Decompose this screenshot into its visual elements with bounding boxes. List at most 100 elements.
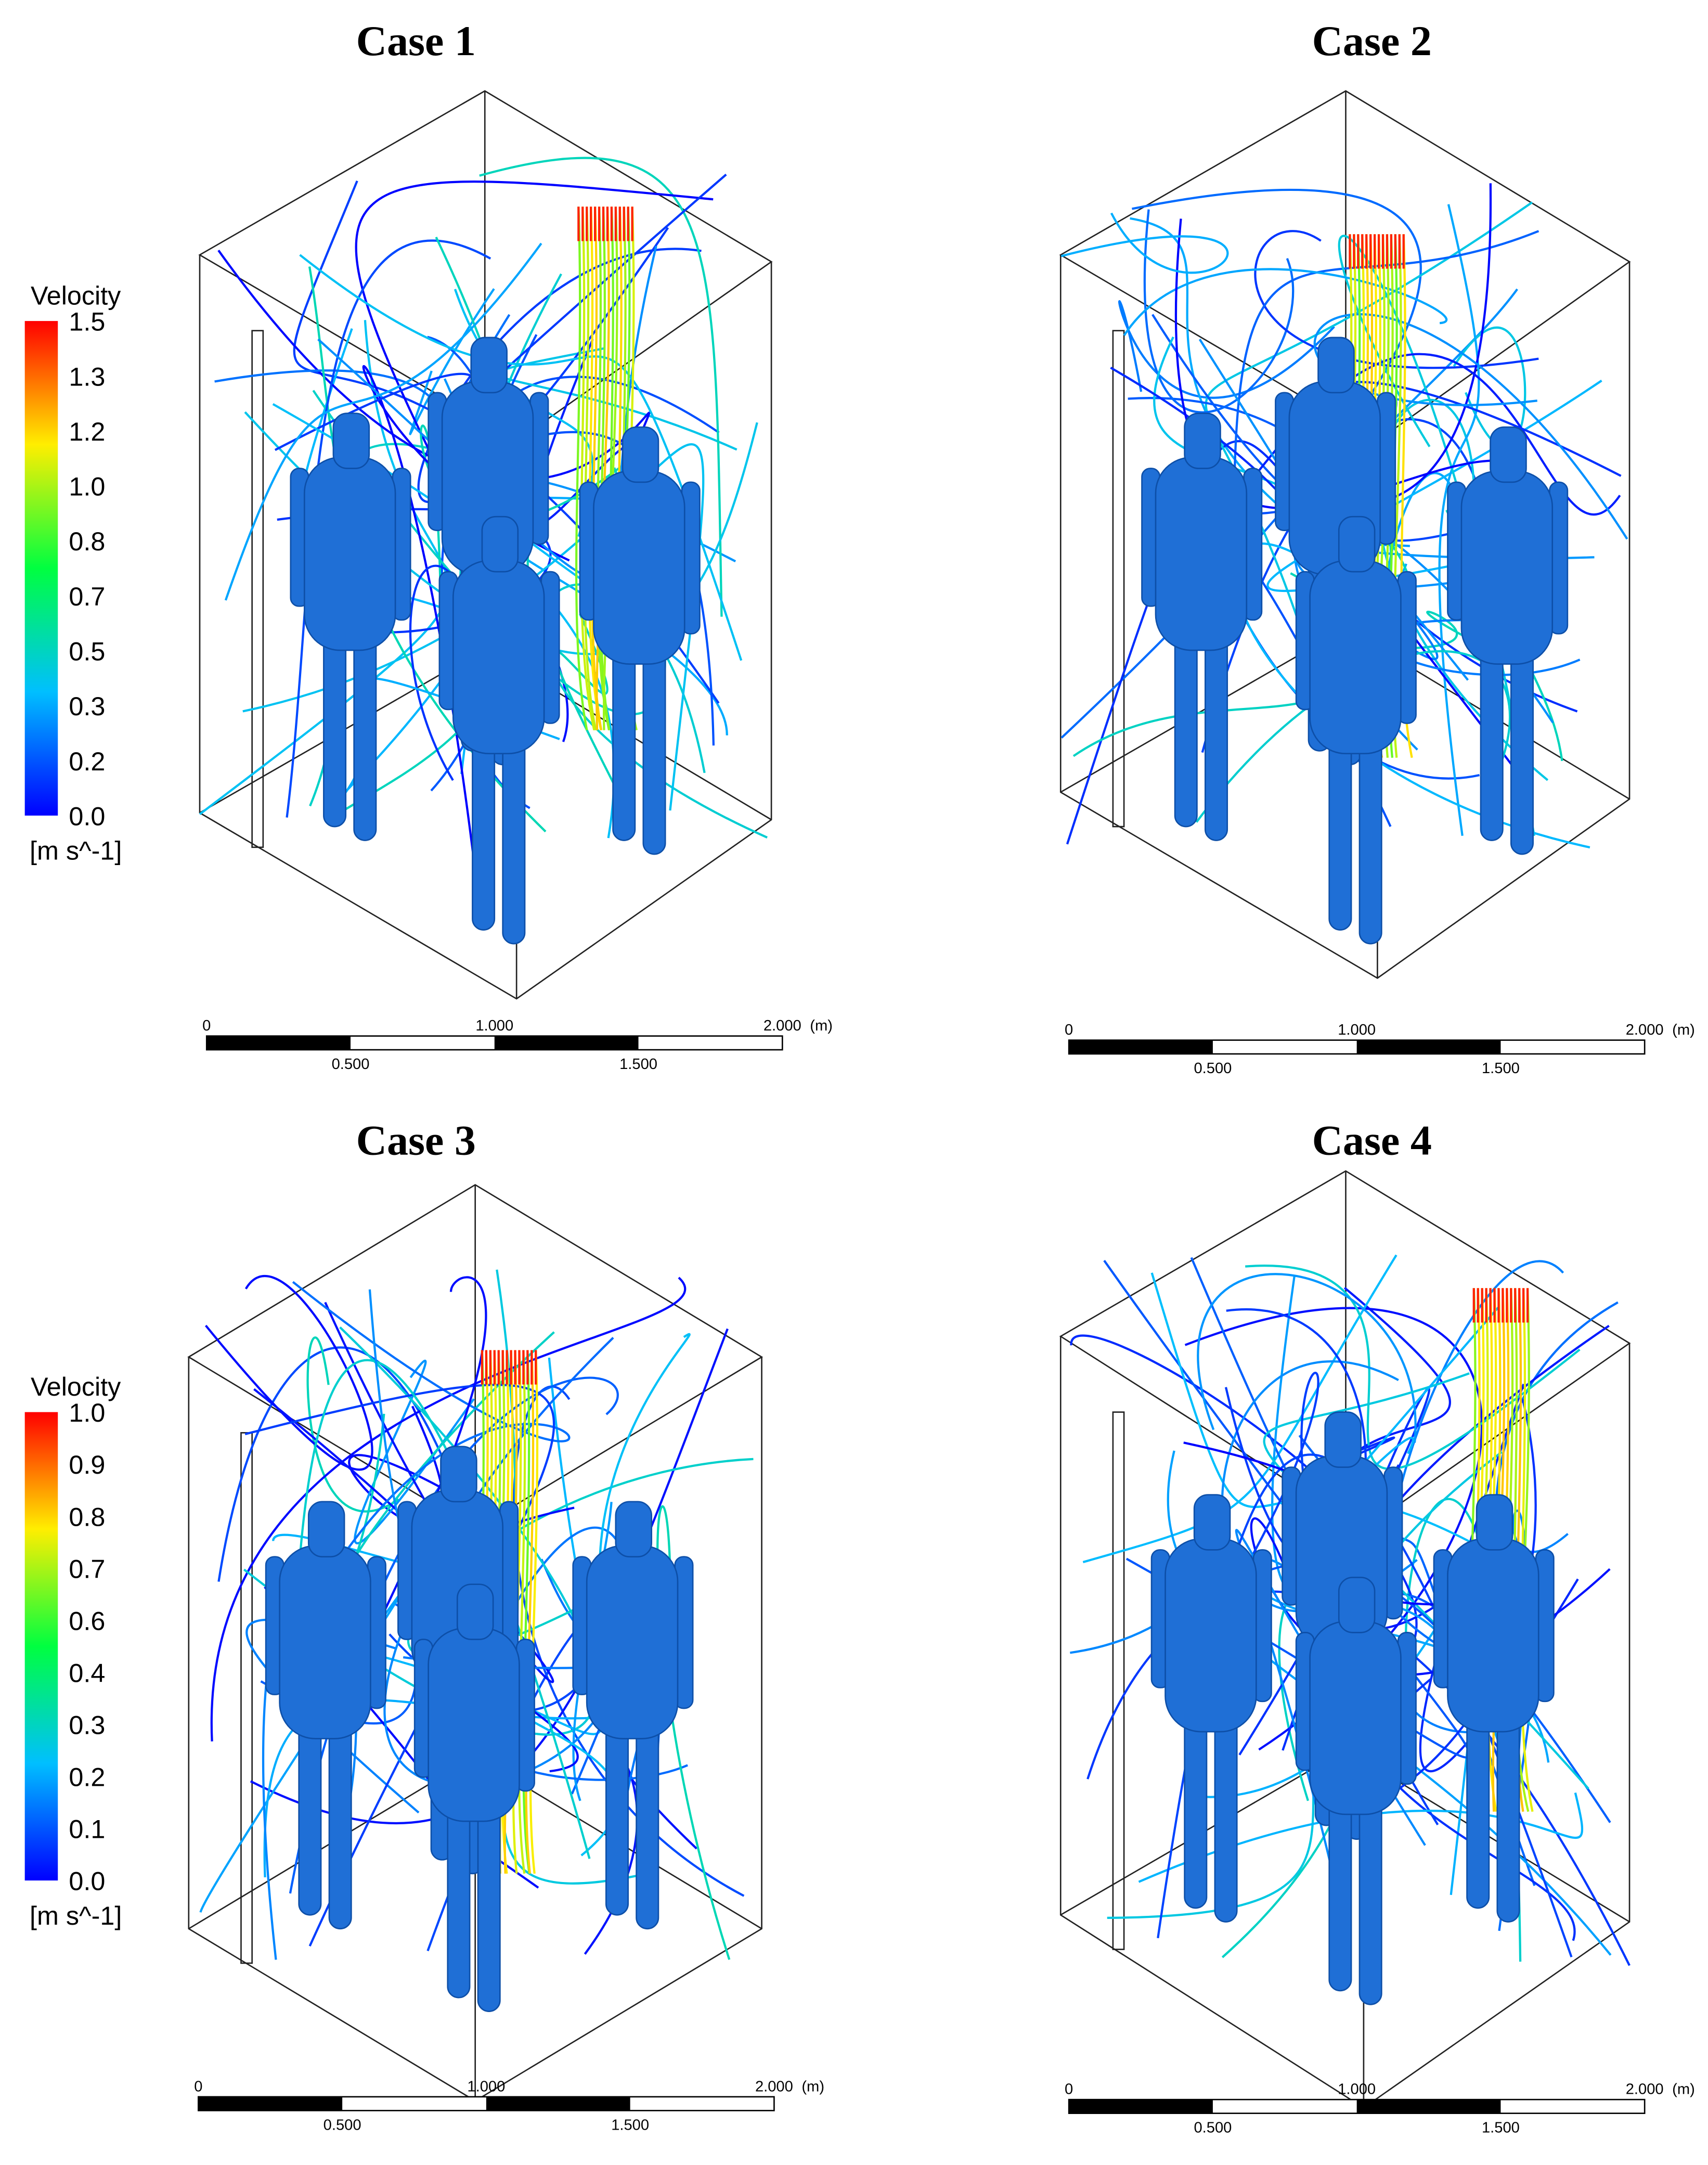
panel: Case 2 0 1.000 2.000 (m) 0.500 1.500 [1059,17,1695,1077]
leg [298,1721,322,1916]
colorbar-label: 0.8 [69,526,105,556]
panel: Case 4 0 1.000 2.000 (m) 0.500 1.500 [1059,1116,1695,2136]
head [1338,516,1376,573]
door [1112,1411,1125,1950]
torso [1309,1620,1402,1815]
streamline [1123,268,1448,336]
leg [1358,1797,1382,2005]
scale-label: 0.500 [324,2117,361,2133]
head [1184,413,1221,469]
leg [1174,633,1198,828]
colorbar-label: 1.0 [69,472,105,501]
colorbar-label: 0.8 [69,1502,105,1531]
colorbar-gradient [24,1412,58,1881]
colorbar-label: 0.9 [69,1450,105,1479]
scale-label: 1.000 [475,1017,513,1034]
torso [1164,1538,1257,1733]
leg [328,1721,352,1930]
scale-unit: (m) [810,1017,833,1034]
streamline [306,1336,399,1513]
scale-segment [198,2096,343,2111]
streamline [1351,611,1521,666]
leg [1480,647,1504,841]
scale-label: 1.500 [619,1056,657,1073]
scale-label: 1.500 [611,2117,649,2133]
leg [1496,1714,1520,1923]
leg [472,736,496,931]
head [307,1501,345,1558]
torso [593,470,685,665]
jet-streamline [575,207,588,731]
scale-label: 1.500 [1482,1060,1520,1077]
colorbar-gradient [24,321,58,816]
scale-label: 2.000 [1626,1022,1664,1038]
scale-label: 2.000 [764,1017,801,1034]
streamline [204,1275,373,1471]
colorbar-label: 1.3 [69,362,105,391]
streamline [1245,1265,1581,1471]
leg [353,633,377,841]
colorbar-label: 0.1 [69,1814,105,1844]
leg [642,647,666,855]
streamline [210,1277,687,1742]
streamline [1143,209,1295,414]
leg [636,1721,659,1930]
streamline [553,613,618,790]
colorbar-label: 0.3 [69,1710,105,1739]
leg [1205,633,1228,841]
leg [605,1721,629,1916]
head [470,337,508,394]
head [332,413,370,469]
leg [1328,1797,1352,1992]
streamline [286,239,491,818]
torso [1309,560,1402,755]
torso [586,1545,679,1739]
streamline [656,1505,731,1960]
streamline [1070,1334,1418,1681]
head [1490,426,1527,483]
scale-label: 1.000 [467,2078,505,2095]
colorbar-label: 0.2 [69,746,105,776]
leg [1214,1714,1238,1923]
colorbar-label: 1.0 [69,1398,105,1427]
head [1476,1494,1513,1551]
scale-label: 0 [202,1017,211,1034]
colorbar-label: 0.0 [69,1866,105,1896]
leg [477,1804,501,2012]
leg [323,633,347,828]
leg [502,736,526,945]
scale-label: 1.000 [1338,2081,1376,2098]
torso [303,456,396,651]
head [1317,337,1355,394]
streamline [354,1359,475,1544]
leg [612,647,636,841]
panel-title: Case 3 [356,1116,476,1164]
colorbar-label: 0.4 [69,1658,105,1687]
leg [1358,736,1382,945]
colorbar-label: 0.7 [69,1554,105,1583]
panel: Case 3 0 1.000 2.000 (m) 0.500 1.500 [187,1116,824,2133]
panel: Case 1 0 1.000 2.000 (m) 0.500 1.500 [198,17,833,1073]
colorbar-unit: [m s^-1] [30,836,122,866]
streamline [479,157,723,617]
colorbar-title: Velocity [31,280,121,310]
streamline [224,242,542,601]
scale-segment [206,1036,351,1050]
streamline [1060,212,1229,274]
door [240,1432,253,1964]
colorbar-label: 0.3 [69,691,105,721]
scale-segment [1356,1040,1501,1054]
streamline [1263,1372,1589,1790]
streamline [1197,1273,1417,1443]
colorbar-label: 0.2 [69,1762,105,1792]
leg [1184,1714,1208,1909]
colorbar-label: 1.2 [69,417,105,446]
door [1112,330,1125,828]
leg [1510,647,1534,855]
torso [452,560,545,755]
head [440,1446,477,1503]
panel-title: Case 2 [1312,17,1432,65]
